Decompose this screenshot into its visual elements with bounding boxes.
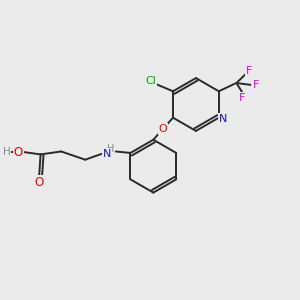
Text: N: N — [103, 149, 111, 159]
Text: H: H — [107, 144, 114, 154]
Text: Cl: Cl — [145, 76, 156, 86]
Text: H: H — [3, 147, 10, 157]
Text: F: F — [246, 66, 252, 76]
Text: N: N — [219, 114, 227, 124]
Text: O: O — [34, 176, 44, 189]
Text: O: O — [14, 146, 23, 159]
Text: O: O — [159, 124, 168, 134]
Text: F: F — [239, 93, 245, 103]
Text: F: F — [253, 80, 259, 90]
